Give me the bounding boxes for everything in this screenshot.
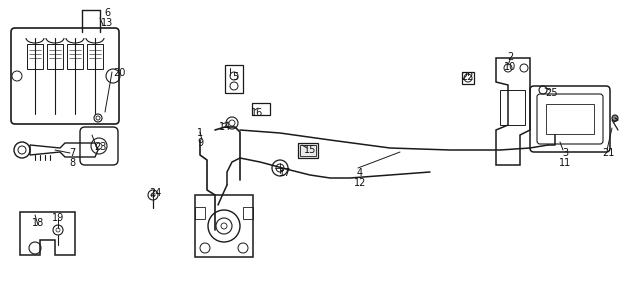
Bar — [195, 195, 253, 257]
Bar — [225, 65, 243, 93]
Text: 24: 24 — [149, 188, 161, 198]
Text: 16: 16 — [251, 108, 263, 118]
Bar — [47, 44, 63, 69]
Text: 4: 4 — [357, 168, 363, 178]
Bar — [67, 44, 83, 69]
Bar — [87, 44, 103, 69]
Text: 19: 19 — [52, 213, 64, 223]
Text: 2: 2 — [507, 52, 513, 62]
Text: 17: 17 — [279, 168, 291, 178]
Text: 18: 18 — [32, 218, 44, 228]
Text: 8: 8 — [69, 158, 75, 168]
Text: 22: 22 — [461, 72, 474, 82]
Text: 10: 10 — [504, 62, 516, 72]
Text: 7: 7 — [69, 148, 75, 158]
Text: 1: 1 — [197, 128, 203, 138]
Bar — [546, 104, 594, 134]
Text: 14: 14 — [219, 122, 231, 132]
Text: 3: 3 — [562, 148, 568, 158]
Text: 20: 20 — [113, 68, 125, 78]
Bar — [27, 44, 43, 69]
Text: 25: 25 — [546, 88, 558, 98]
Text: 15: 15 — [304, 145, 316, 155]
Circle shape — [612, 115, 618, 121]
Text: 6: 6 — [104, 8, 110, 18]
Text: 11: 11 — [559, 158, 571, 168]
Text: 5: 5 — [232, 72, 238, 82]
Text: 9: 9 — [197, 138, 203, 148]
Bar — [195, 207, 205, 219]
Text: 13: 13 — [101, 18, 113, 28]
Text: 23: 23 — [94, 142, 106, 152]
Bar — [500, 90, 525, 125]
Bar — [462, 72, 474, 84]
Bar — [298, 143, 318, 158]
Bar — [243, 207, 253, 219]
Bar — [252, 103, 270, 115]
Bar — [300, 145, 316, 156]
Text: 12: 12 — [354, 178, 366, 188]
Text: 21: 21 — [602, 148, 614, 158]
